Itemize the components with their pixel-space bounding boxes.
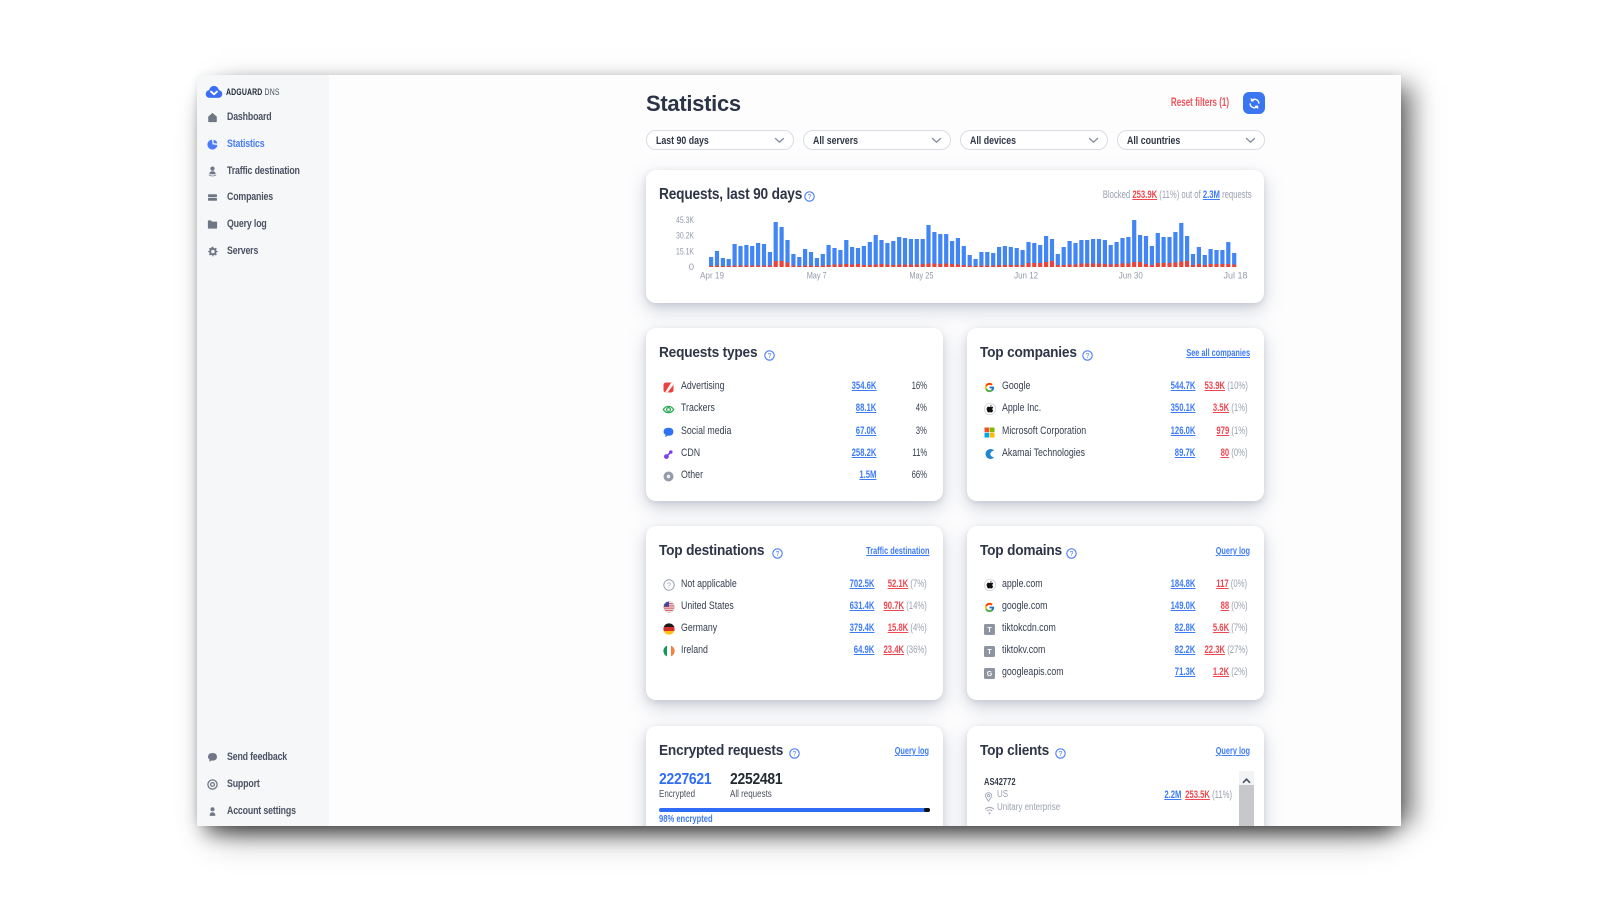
svg-text:0: 0 <box>689 262 694 273</box>
svg-text:?: ? <box>1086 353 1090 360</box>
svg-text:45.3K: 45.3K <box>676 215 694 226</box>
svg-text:?: ? <box>1059 751 1063 758</box>
svg-text:May 7: May 7 <box>807 271 827 282</box>
svg-text:T: T <box>987 627 992 634</box>
svg-text:G: G <box>987 671 993 678</box>
svg-text:30.2K: 30.2K <box>676 231 694 242</box>
svg-text:?: ? <box>776 551 780 558</box>
svg-text:?: ? <box>666 581 670 590</box>
svg-text:15.1K: 15.1K <box>676 246 694 257</box>
svg-text:Apr 19: Apr 19 <box>700 271 724 282</box>
svg-text:Jul 18: Jul 18 <box>1224 271 1248 282</box>
svg-text:?: ? <box>768 353 772 360</box>
svg-text:Jun 30: Jun 30 <box>1119 271 1143 282</box>
svg-text:?: ? <box>793 751 797 758</box>
svg-text:?: ? <box>808 194 812 201</box>
svg-text:Jun 12: Jun 12 <box>1014 271 1038 282</box>
svg-text:?: ? <box>1069 551 1073 558</box>
svg-text:May 25: May 25 <box>909 271 933 282</box>
svg-text:T: T <box>987 649 992 656</box>
